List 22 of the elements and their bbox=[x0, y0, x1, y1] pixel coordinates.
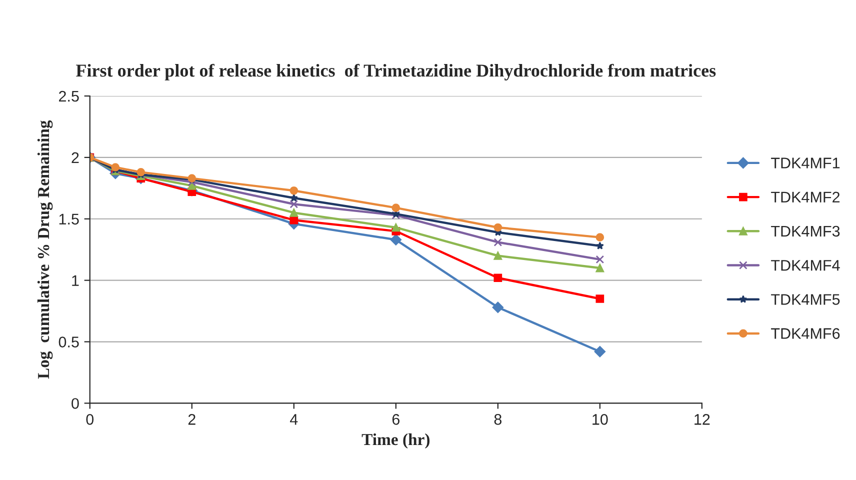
legend-label: TDK4MF1 bbox=[771, 158, 840, 168]
legend-label: TDK4MF2 bbox=[771, 192, 840, 202]
x-tick-label: 6 bbox=[392, 414, 400, 425]
y-axis-title: Log cumulative % Drug Remaining bbox=[37, 120, 53, 379]
y-tick-label: 1.5 bbox=[59, 214, 79, 225]
y-tick-label: 2.5 bbox=[58, 90, 79, 102]
y-tick-label: 0 bbox=[72, 398, 79, 409]
x-tick-label: 4 bbox=[290, 414, 298, 425]
x-tick-label: 8 bbox=[494, 414, 502, 425]
x-axis-title: Time (hr) bbox=[362, 433, 430, 449]
legend-label: TDK4MF5 bbox=[771, 294, 840, 305]
y-tick-label: 1 bbox=[72, 275, 79, 286]
legend-label: TDK4MF4 bbox=[771, 260, 840, 271]
x-tick-label: 0 bbox=[86, 414, 94, 425]
y-tick-label: 0.5 bbox=[58, 336, 79, 348]
chart-title: First order plot of release kinetics of Trimetazidine Dihydrochloride from matrices bbox=[76, 64, 716, 80]
x-tick-label: 12 bbox=[694, 414, 710, 425]
legend-label: TDK4MF6 bbox=[771, 328, 840, 339]
x-tick-label: 10 bbox=[592, 414, 608, 425]
legend-label: TDK4MF3 bbox=[771, 226, 840, 237]
x-tick-label: 2 bbox=[188, 414, 196, 425]
y-tick-label: 2 bbox=[72, 152, 79, 163]
